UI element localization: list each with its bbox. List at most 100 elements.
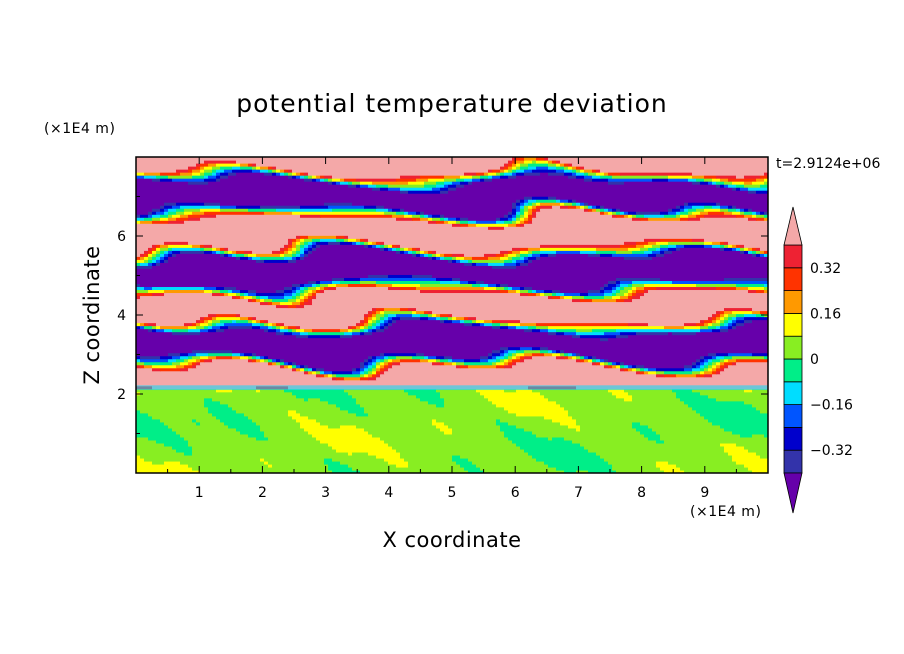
contour-cell: [240, 166, 253, 170]
contour-cell: [704, 358, 709, 363]
contour-cell: [368, 373, 373, 378]
contour-cell: [392, 319, 397, 324]
contour-cell: [636, 289, 645, 294]
contour-cell: [384, 205, 513, 209]
contour-cell: [444, 421, 497, 426]
contour-cell: [600, 175, 613, 179]
contour-cell: [444, 319, 453, 324]
contour-cell: [600, 454, 733, 459]
contour-cell: [744, 463, 768, 468]
contour-cell: [520, 289, 529, 294]
contour-cell: [540, 247, 597, 251]
contour-cell: [520, 223, 525, 227]
contour-cell: [504, 358, 509, 363]
contour-cell: [664, 253, 753, 257]
contour-cell: [300, 298, 305, 303]
contour-cell: [252, 358, 257, 363]
contour-cell: [168, 250, 173, 254]
contour-cell: [576, 418, 709, 423]
contour-cell: [632, 364, 637, 369]
contour-cell: [732, 187, 737, 191]
contour-cell: [308, 298, 313, 303]
contour-cell: [644, 289, 649, 294]
contour-cell: [436, 220, 445, 224]
contour-cell: [424, 352, 489, 357]
contour-cell: [208, 409, 237, 414]
contour-cell: [752, 388, 768, 393]
contour-cell: [392, 247, 397, 251]
contour-cell: [732, 322, 737, 327]
contour-cell: [372, 328, 377, 333]
contour-cell: [300, 205, 329, 209]
contour-cell: [624, 286, 633, 291]
contour-cell: [592, 205, 597, 209]
contour-cell: [264, 298, 273, 303]
contour-cell: [704, 178, 713, 182]
contour-cell: [280, 247, 285, 251]
contour-cell: [312, 283, 317, 288]
colorbar-min-triangle: [783, 472, 803, 514]
contour-cell: [372, 331, 549, 336]
contour-cell: [248, 433, 265, 438]
contour-cell: [760, 454, 768, 459]
contour-cell: [272, 166, 277, 170]
contour-cell: [140, 409, 209, 414]
contour-cell: [604, 358, 609, 363]
contour-cell: [608, 358, 697, 363]
contour-cell: [600, 205, 605, 209]
contour-cell: [408, 463, 461, 468]
contour-cell: [520, 166, 529, 170]
contour-cell: [636, 331, 669, 336]
contour-cell: [388, 361, 393, 366]
contour-cell: [368, 313, 373, 318]
contour-cell: [196, 358, 201, 363]
contour-cell: [528, 163, 549, 167]
contour-cell: [544, 415, 573, 420]
contour-cell: [544, 157, 549, 161]
contour-cell: [260, 295, 269, 300]
contour-cell: [536, 208, 541, 212]
contour-cell: [752, 307, 768, 312]
contour-cell: [380, 310, 385, 315]
contour-cell: [564, 295, 573, 300]
contour-cell: [324, 373, 329, 378]
contour-cell: [732, 211, 741, 215]
contour-cell: [220, 166, 233, 170]
contour-cell: [308, 253, 413, 257]
contour-cell: [220, 253, 225, 257]
contour-cell: [608, 283, 617, 288]
contour-cell: [204, 244, 213, 248]
contour-cell: [140, 214, 149, 218]
contour-cell: [496, 253, 505, 257]
contour-cell: [580, 169, 585, 173]
contour-cell: [152, 211, 157, 215]
contour-cell: [732, 454, 761, 459]
contour-cell: [724, 367, 768, 372]
contour-cell: [448, 259, 453, 263]
contour-cell: [356, 178, 397, 182]
contour-cell: [152, 286, 205, 291]
contour-cell: [172, 445, 193, 450]
contour-cell: [136, 256, 141, 260]
contour-cell: [680, 217, 689, 221]
contour-cell: [516, 202, 521, 206]
contour-cell: [280, 301, 293, 306]
contour-cell: [556, 163, 561, 167]
contour-cell: [360, 280, 377, 284]
contour-cell: [692, 175, 705, 179]
contour-cell: [176, 217, 189, 221]
contour-cell: [680, 208, 685, 212]
contour-cell: [168, 256, 237, 260]
contour-cell: [496, 358, 501, 363]
contour-cell: [212, 289, 221, 294]
contour-cell: [280, 172, 285, 176]
contour-cell: [720, 364, 725, 369]
contour-cell: [292, 244, 297, 248]
contour-cell: [328, 373, 333, 378]
contour-cell: [444, 430, 453, 435]
contour-cell: [560, 403, 689, 408]
contour-cell: [172, 250, 181, 254]
contour-cell: [752, 211, 757, 215]
contour-cell: [488, 175, 493, 179]
contour-cell: [720, 241, 725, 245]
